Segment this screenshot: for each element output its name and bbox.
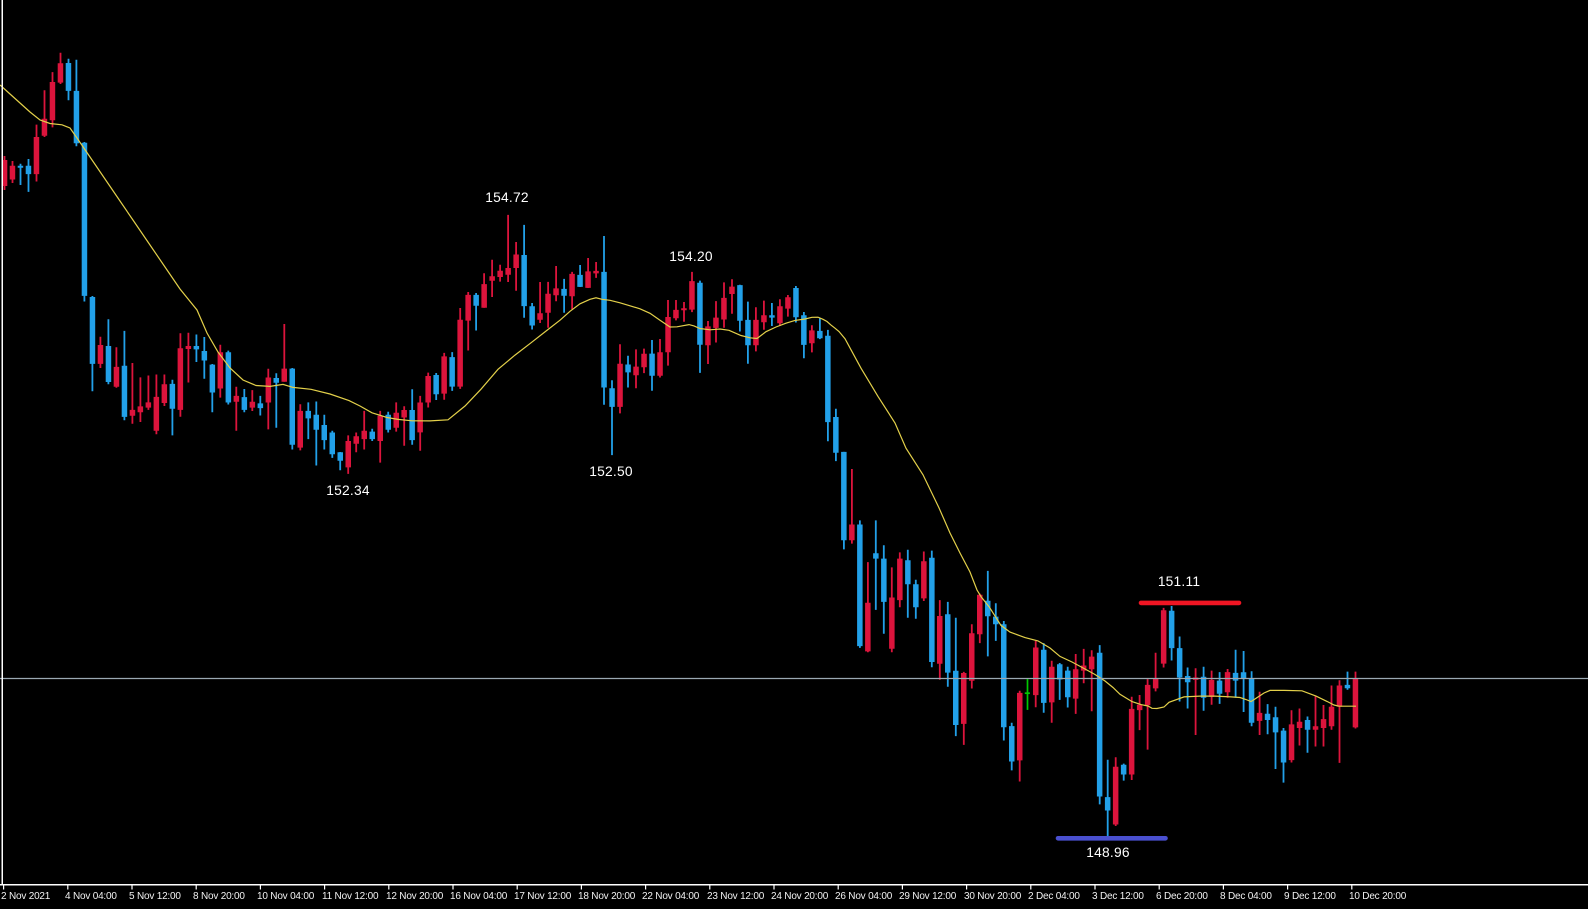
svg-text:9 Dec 12:00: 9 Dec 12:00 (1284, 891, 1336, 902)
svg-text:151.11: 151.11 (1158, 574, 1200, 589)
svg-text:10 Dec 20:00: 10 Dec 20:00 (1349, 891, 1407, 902)
svg-text:30 Nov 20:00: 30 Nov 20:00 (964, 891, 1022, 902)
svg-text:26 Nov 04:00: 26 Nov 04:00 (835, 891, 893, 902)
svg-text:23 Nov 12:00: 23 Nov 12:00 (707, 891, 765, 902)
svg-text:2 Nov 2021: 2 Nov 2021 (1, 891, 51, 902)
svg-text:3 Dec 12:00: 3 Dec 12:00 (1092, 891, 1144, 902)
svg-text:154.72: 154.72 (485, 190, 528, 205)
svg-text:29 Nov 12:00: 29 Nov 12:00 (899, 891, 957, 902)
svg-text:152.50: 152.50 (589, 464, 633, 479)
svg-text:148.96: 148.96 (1086, 845, 1130, 860)
svg-text:11 Nov 12:00: 11 Nov 12:00 (322, 891, 379, 902)
svg-text:10 Nov 04:00: 10 Nov 04:00 (257, 891, 315, 902)
svg-text:154.20: 154.20 (669, 249, 713, 264)
svg-text:24 Nov 20:00: 24 Nov 20:00 (771, 891, 829, 902)
svg-text:4 Nov 04:00: 4 Nov 04:00 (65, 891, 117, 902)
svg-text:6 Dec 20:00: 6 Dec 20:00 (1156, 891, 1208, 902)
svg-text:8 Nov 20:00: 8 Nov 20:00 (193, 891, 245, 902)
svg-text:8 Dec 04:00: 8 Dec 04:00 (1220, 891, 1272, 902)
svg-text:16 Nov 04:00: 16 Nov 04:00 (450, 891, 508, 902)
svg-text:18 Nov 20:00: 18 Nov 20:00 (578, 891, 636, 902)
svg-text:12 Nov 20:00: 12 Nov 20:00 (386, 891, 444, 902)
svg-text:22 Nov 04:00: 22 Nov 04:00 (642, 891, 700, 902)
svg-text:5 Nov 12:00: 5 Nov 12:00 (129, 891, 181, 902)
svg-text:17 Nov 12:00: 17 Nov 12:00 (514, 891, 572, 902)
svg-text:152.34: 152.34 (326, 483, 370, 498)
svg-text:2 Dec 04:00: 2 Dec 04:00 (1028, 891, 1080, 902)
